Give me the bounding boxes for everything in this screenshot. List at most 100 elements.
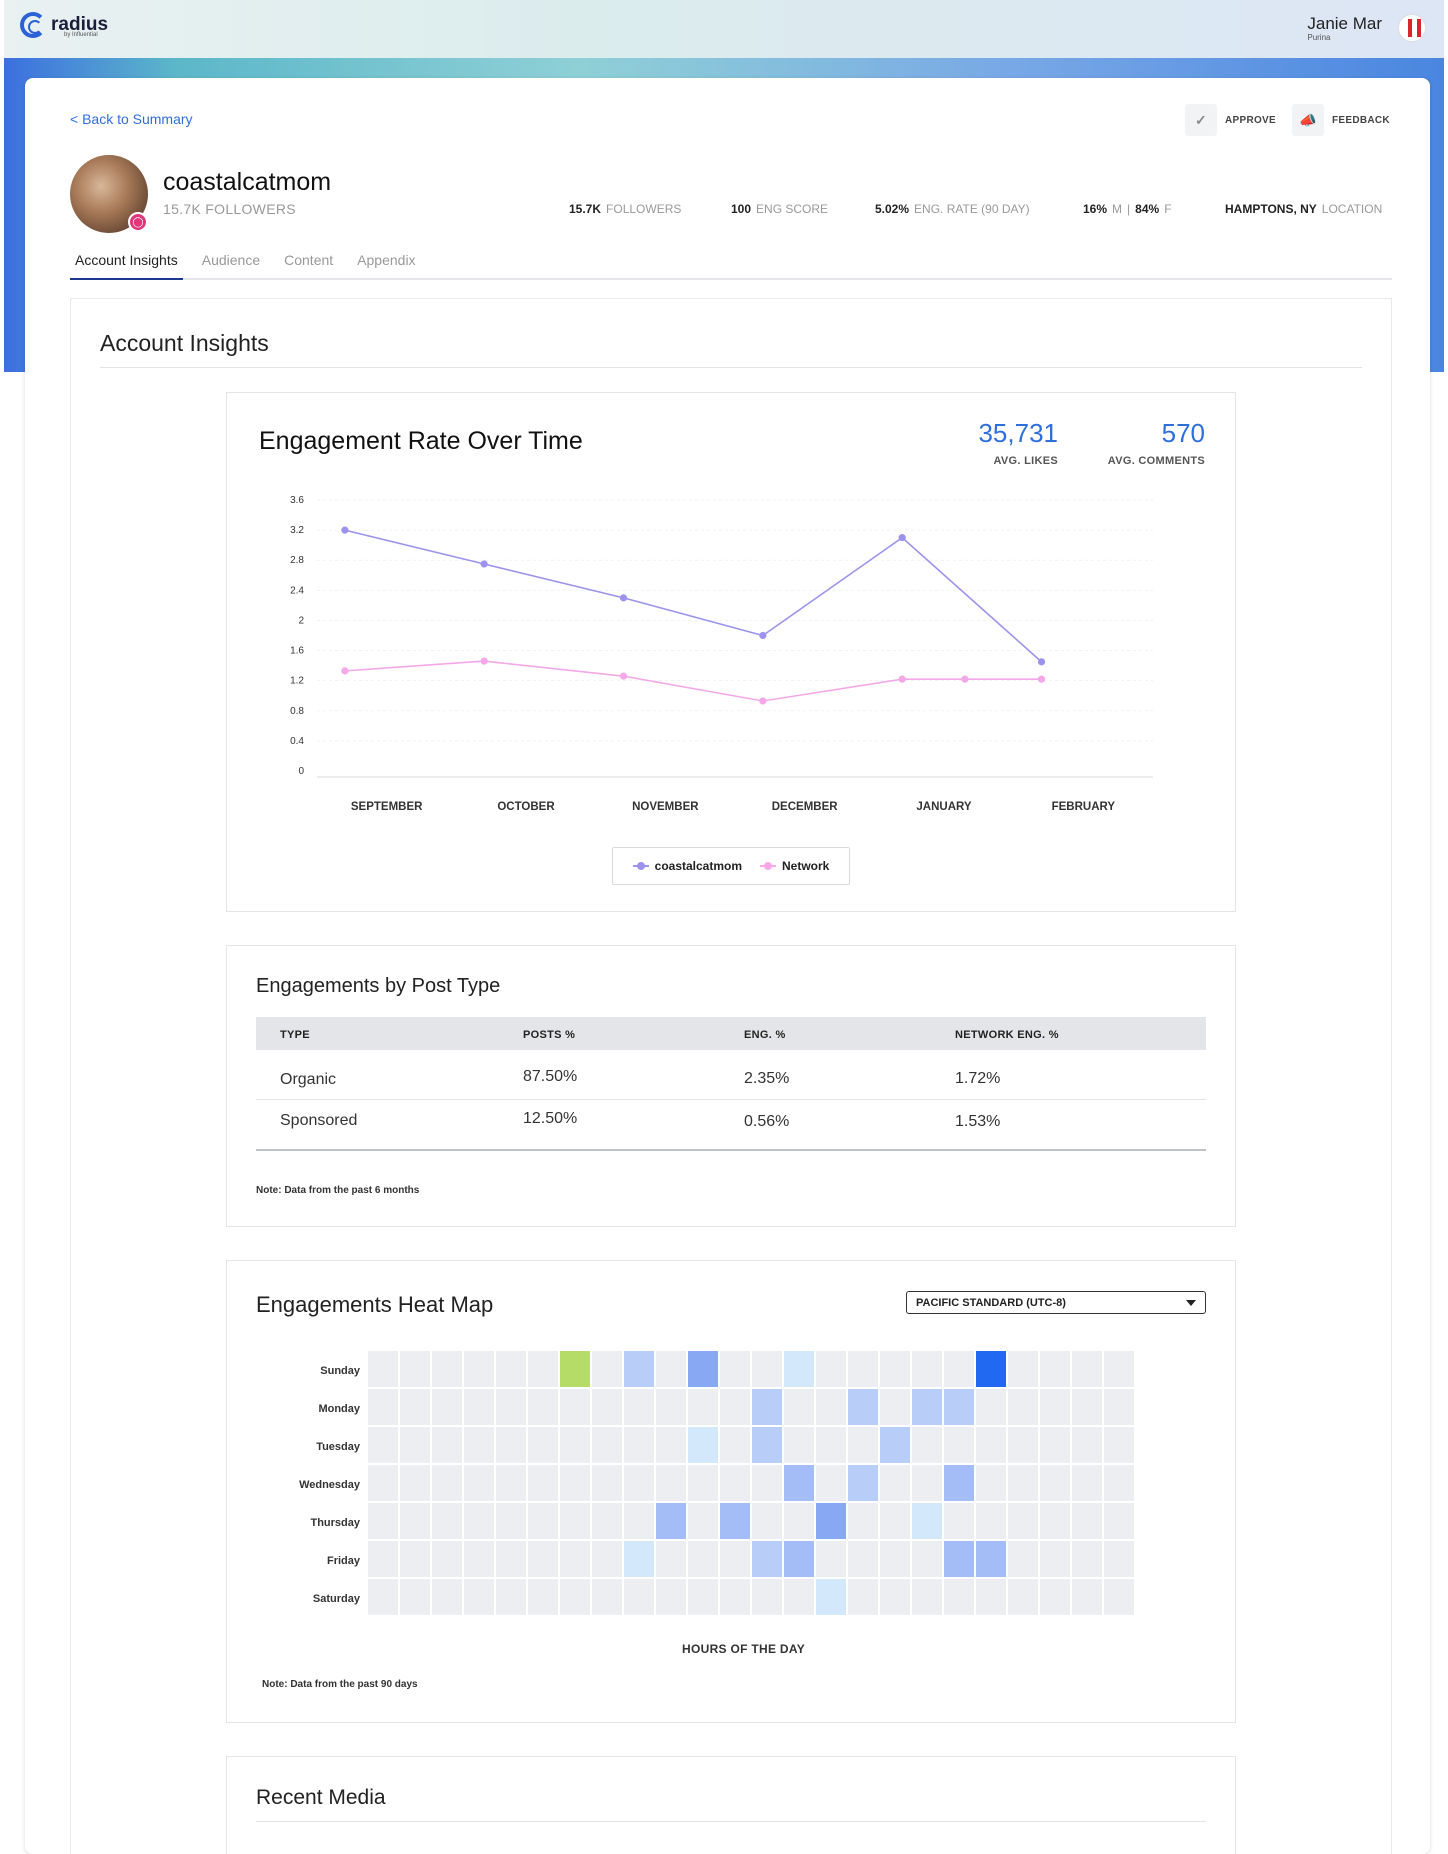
heatmap-cell[interactable] xyxy=(1008,1503,1038,1539)
heatmap-cell[interactable] xyxy=(496,1579,526,1615)
heatmap-cell[interactable] xyxy=(560,1579,590,1615)
heatmap-cell[interactable] xyxy=(464,1503,494,1539)
tab-audience[interactable]: Audience xyxy=(201,252,261,268)
heatmap-cell[interactable] xyxy=(912,1465,942,1501)
heatmap-cell[interactable] xyxy=(1104,1541,1134,1577)
heatmap-cell[interactable] xyxy=(944,1503,974,1539)
heatmap-cell[interactable] xyxy=(528,1465,558,1501)
heatmap-cell[interactable] xyxy=(1104,1579,1134,1615)
heatmap-cell[interactable] xyxy=(528,1541,558,1577)
heatmap-cell[interactable] xyxy=(688,1351,718,1387)
heatmap-cell[interactable] xyxy=(592,1579,622,1615)
legend-item-coastalcatmom[interactable]: coastalcatmom xyxy=(632,859,742,873)
heatmap-cell[interactable] xyxy=(656,1503,686,1539)
heatmap-cell[interactable] xyxy=(720,1427,750,1463)
heatmap-cell[interactable] xyxy=(1072,1503,1102,1539)
heatmap-cell[interactable] xyxy=(816,1541,846,1577)
heatmap-cell[interactable] xyxy=(560,1351,590,1387)
heatmap-cell[interactable] xyxy=(1104,1503,1134,1539)
heatmap-cell[interactable] xyxy=(944,1579,974,1615)
heatmap-cell[interactable] xyxy=(1040,1465,1070,1501)
heatmap-cell[interactable] xyxy=(400,1541,430,1577)
heatmap-cell[interactable] xyxy=(752,1351,782,1387)
heatmap-cell[interactable] xyxy=(528,1427,558,1463)
heatmap-cell[interactable] xyxy=(720,1351,750,1387)
heatmap-cell[interactable] xyxy=(400,1351,430,1387)
heatmap-cell[interactable] xyxy=(880,1351,910,1387)
heatmap-cell[interactable] xyxy=(1008,1427,1038,1463)
heatmap-cell[interactable] xyxy=(848,1389,878,1425)
heatmap-cell[interactable] xyxy=(1072,1579,1102,1615)
heatmap-cell[interactable] xyxy=(784,1579,814,1615)
heatmap-cell[interactable] xyxy=(400,1465,430,1501)
heatmap-cell[interactable] xyxy=(848,1541,878,1577)
heatmap-cell[interactable] xyxy=(1072,1351,1102,1387)
heatmap-cell[interactable] xyxy=(816,1389,846,1425)
heatmap-cell[interactable] xyxy=(1040,1541,1070,1577)
heatmap-cell[interactable] xyxy=(592,1389,622,1425)
heatmap-cell[interactable] xyxy=(1104,1465,1134,1501)
heatmap-cell[interactable] xyxy=(560,1503,590,1539)
heatmap-cell[interactable] xyxy=(1008,1541,1038,1577)
heatmap-cell[interactable] xyxy=(432,1427,462,1463)
heatmap-cell[interactable] xyxy=(624,1465,654,1501)
heatmap-cell[interactable] xyxy=(464,1579,494,1615)
heatmap-cell[interactable] xyxy=(1040,1427,1070,1463)
heatmap-cell[interactable] xyxy=(848,1465,878,1501)
heatmap-cell[interactable] xyxy=(1008,1351,1038,1387)
heatmap-cell[interactable] xyxy=(528,1503,558,1539)
heatmap-cell[interactable] xyxy=(368,1465,398,1501)
heatmap-cell[interactable] xyxy=(880,1389,910,1425)
tab-account-insights[interactable]: Account Insights xyxy=(70,248,183,280)
heatmap-cell[interactable] xyxy=(688,1541,718,1577)
heatmap-cell[interactable] xyxy=(1104,1389,1134,1425)
heatmap-cell[interactable] xyxy=(432,1579,462,1615)
app-logo[interactable]: radius by Influential xyxy=(20,12,108,38)
heatmap-cell[interactable] xyxy=(656,1465,686,1501)
heatmap-cell[interactable] xyxy=(752,1389,782,1425)
heatmap-cell[interactable] xyxy=(880,1465,910,1501)
heatmap-cell[interactable] xyxy=(560,1427,590,1463)
heatmap-cell[interactable] xyxy=(944,1351,974,1387)
brand-avatar[interactable] xyxy=(1398,14,1426,42)
heatmap-cell[interactable] xyxy=(368,1351,398,1387)
heatmap-cell[interactable] xyxy=(848,1427,878,1463)
heatmap-cell[interactable] xyxy=(976,1503,1006,1539)
heatmap-cell[interactable] xyxy=(1040,1579,1070,1615)
heatmap-cell[interactable] xyxy=(400,1427,430,1463)
heatmap-cell[interactable] xyxy=(912,1503,942,1539)
heatmap-cell[interactable] xyxy=(496,1465,526,1501)
heatmap-cell[interactable] xyxy=(912,1579,942,1615)
heatmap-cell[interactable] xyxy=(1072,1541,1102,1577)
heatmap-cell[interactable] xyxy=(816,1427,846,1463)
heatmap-cell[interactable] xyxy=(1008,1579,1038,1615)
heatmap-cell[interactable] xyxy=(752,1503,782,1539)
heatmap-cell[interactable] xyxy=(400,1389,430,1425)
heatmap-cell[interactable] xyxy=(944,1389,974,1425)
heatmap-cell[interactable] xyxy=(656,1579,686,1615)
heatmap-cell[interactable] xyxy=(688,1579,718,1615)
heatmap-cell[interactable] xyxy=(592,1503,622,1539)
heatmap-cell[interactable] xyxy=(464,1389,494,1425)
heatmap-cell[interactable] xyxy=(624,1541,654,1577)
heatmap-cell[interactable] xyxy=(464,1541,494,1577)
heatmap-cell[interactable] xyxy=(528,1351,558,1387)
heatmap-cell[interactable] xyxy=(624,1579,654,1615)
heatmap-cell[interactable] xyxy=(560,1541,590,1577)
heatmap-cell[interactable] xyxy=(784,1351,814,1387)
heatmap-cell[interactable] xyxy=(912,1427,942,1463)
heatmap-cell[interactable] xyxy=(848,1351,878,1387)
heatmap-cell[interactable] xyxy=(528,1389,558,1425)
heatmap-cell[interactable] xyxy=(1104,1351,1134,1387)
heatmap-cell[interactable] xyxy=(560,1465,590,1501)
heatmap-cell[interactable] xyxy=(464,1465,494,1501)
heatmap-cell[interactable] xyxy=(912,1389,942,1425)
heatmap-cell[interactable] xyxy=(1040,1389,1070,1425)
heatmap-cell[interactable] xyxy=(976,1541,1006,1577)
heatmap-cell[interactable] xyxy=(752,1427,782,1463)
heatmap-cell[interactable] xyxy=(752,1465,782,1501)
heatmap-cell[interactable] xyxy=(720,1503,750,1539)
heatmap-cell[interactable] xyxy=(784,1503,814,1539)
heatmap-cell[interactable] xyxy=(496,1389,526,1425)
heatmap-cell[interactable] xyxy=(880,1579,910,1615)
